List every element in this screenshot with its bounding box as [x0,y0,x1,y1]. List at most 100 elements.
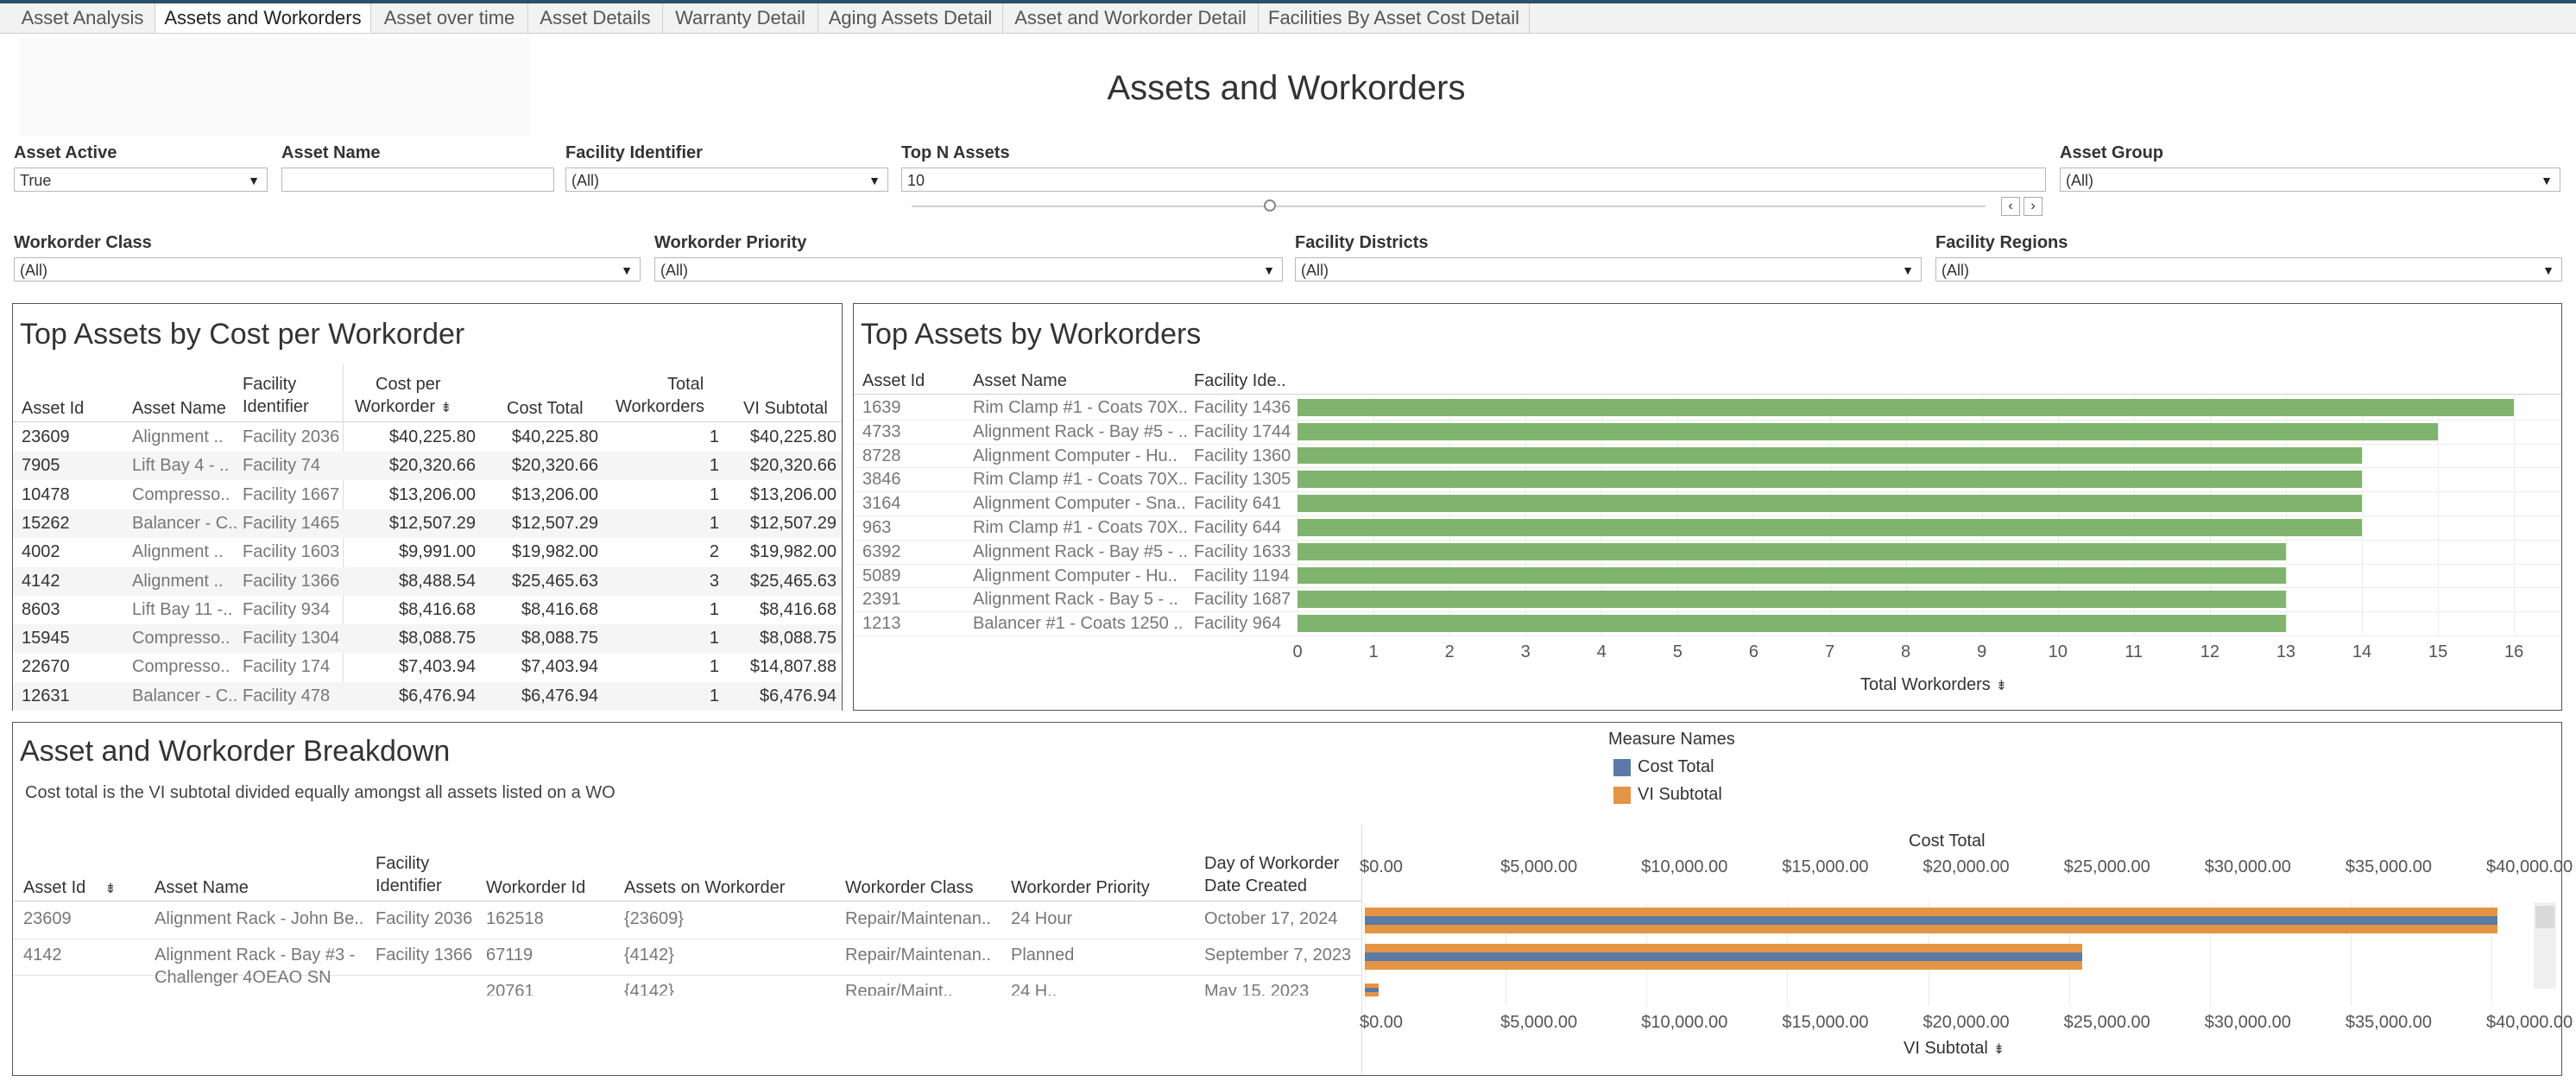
cell-cost-per-workorder[interactable]: $40,225.80 [388,427,476,446]
col-header-cost-total[interactable]: Cost Total [507,399,584,418]
cell-asset-id[interactable]: 2391 [862,590,901,610]
sort-icon[interactable]: ⇟ [1992,1042,2005,1057]
cell-facility[interactable]: Facility 641 [1194,494,1282,514]
col-header-cost-per-line1[interactable]: Cost per [376,375,441,394]
cell-asset-id[interactable]: 6392 [862,541,901,561]
cell-asset-name[interactable]: Alignment .. [132,542,224,562]
cell-facility[interactable]: Facility 478 [243,686,331,705]
cell-asset-id[interactable]: 12631 [22,686,70,705]
cell-cost-per-workorder[interactable]: $7,403.94 [399,657,476,677]
cell-asset-name[interactable]: Alignment Rack - Bay 5 - .. [973,590,1178,610]
cell-asset-name[interactable]: Alignment Computer - Hu.. [973,566,1178,585]
cell-facility[interactable]: Facility 1687 [1194,590,1291,610]
bar[interactable] [1297,542,2286,560]
bar[interactable] [1297,519,2362,536]
cell-asset-name-line2[interactable]: Challenger 4OEAO SN [155,968,331,987]
cell-asset-id[interactable]: 4142 [22,571,60,591]
cell-cost-total[interactable]: $25,465.63 [511,571,598,591]
col-header-workorder-class[interactable]: Workorder Class [845,878,974,897]
cell-facility[interactable]: Facility 2036 [376,909,473,928]
cell-facility[interactable]: Facility 1194 [1194,566,1290,585]
asset-active-dropdown[interactable]: True ▼ [14,168,268,192]
cell-vi-subtotal[interactable]: $6,476.94 [760,686,837,705]
bar-cost-total[interactable] [1365,952,2082,961]
bar-cost-total[interactable] [1365,916,2498,925]
cell-total-workorders[interactable]: 1 [709,484,719,504]
cell-facility[interactable]: Facility 1366 [376,946,473,965]
cell-workorder-id[interactable]: 67119 [486,946,534,965]
bar[interactable] [1297,446,2362,465]
cell-total-workorders[interactable]: 1 [709,657,719,677]
cell-asset-id[interactable]: 15945 [22,629,70,648]
cell-asset-name[interactable]: Balancer #1 - Coats 1250 .. [973,614,1184,634]
bar[interactable] [1297,591,2286,609]
cell-date-created[interactable]: September 7, 2023 [1204,946,1352,965]
top-n-slider-thumb[interactable] [1264,199,1276,212]
cell-assets-on-workorder[interactable]: {23609} [624,909,684,928]
cell-asset-name[interactable]: Lift Bay 11 -.. [132,599,233,619]
col-header-day-line1[interactable]: Day of Workorder [1204,854,1340,873]
cell-vi-subtotal[interactable]: $8,416.68 [760,599,837,619]
cell-facility[interactable]: Facility 1667 [243,484,340,504]
cell-asset-id[interactable]: 10478 [22,484,70,504]
cell-date-created[interactable]: October 17, 2024 [1204,909,1338,928]
scrollbar-track[interactable] [2534,902,2556,989]
cell-cost-total[interactable]: $6,476.94 [521,686,598,705]
workorder-class-dropdown[interactable]: (All) ▼ [14,257,641,281]
cell-cost-per-workorder[interactable]: $8,416.68 [399,599,476,619]
cell-cost-total[interactable]: $20,320.66 [511,456,598,476]
cell-asset-id[interactable]: 963 [862,518,892,537]
cell-facility[interactable]: Facility 964 [1194,614,1282,634]
cell-total-workorders[interactable]: 1 [709,599,719,619]
cell-facility[interactable]: Facility 1360 [1194,446,1291,465]
col-header-facility-line1[interactable]: Facility [243,375,297,394]
cell-date-created[interactable]: May 15, 2023 [1204,982,1310,996]
bar[interactable] [1297,471,2362,489]
cell-asset-name[interactable]: Alignment Rack - Bay #5 - .. [973,541,1188,561]
cell-facility[interactable]: Facility 1366 [243,571,340,591]
cell-asset-id[interactable]: 23609 [22,427,70,446]
cell-asset-name[interactable]: Compresso.. [132,657,230,677]
cell-cost-total[interactable]: $19,982.00 [511,542,598,562]
col-header-asset-id[interactable]: Asset Id ⇟ [23,876,117,901]
cell-asset-name[interactable]: Balancer - C.. [132,686,238,705]
facility-identifier-dropdown[interactable]: (All) ▼ [565,168,888,192]
cell-cost-total[interactable]: $8,416.68 [521,599,598,619]
col-header-asset-name[interactable]: Asset Name [132,399,226,418]
cell-workorder-class[interactable]: Repair/Maintenan.. [845,909,991,928]
cell-asset-id[interactable]: 4733 [862,421,901,441]
bar[interactable] [1297,566,2286,585]
cell-asset-name[interactable]: Compresso.. [132,484,230,504]
cell-cost-per-workorder[interactable]: $8,488.54 [399,571,476,591]
col-header-workorder-priority[interactable]: Workorder Priority [1011,878,1150,897]
tab-asset-workorder-detail[interactable]: Asset and Workorder Detail [1003,3,1259,33]
col-header-asset-id[interactable]: Asset Id [862,371,925,390]
cell-total-workorders[interactable]: 1 [709,686,719,705]
cell-asset-id[interactable]: 7905 [22,456,60,476]
cell-asset-name[interactable]: Rim Clamp #1 - Coats 70X.. [973,470,1188,490]
top-n-slider-track[interactable] [912,206,1986,207]
cell-workorder-id[interactable]: 162518 [486,909,544,928]
bar[interactable] [1297,615,2286,632]
cell-asset-name[interactable]: Alignment Computer - Hu.. [973,446,1178,465]
facility-regions-dropdown[interactable]: (All) ▼ [1935,257,2562,281]
col-header-asset-name[interactable]: Asset Name [155,878,249,897]
cell-asset-id[interactable]: 3846 [862,470,901,490]
facility-districts-dropdown[interactable]: (All) ▼ [1295,257,1922,281]
cell-asset-name[interactable]: Balancer - C.. [132,513,238,533]
cell-asset-name[interactable]: Alignment Rack - Bay #5 - .. [973,421,1188,441]
cell-facility[interactable]: Facility 934 [243,599,331,619]
cell-workorder-class[interactable]: Repair/Maint.. [845,982,953,996]
cell-workorder-priority[interactable]: 24 H.. [1011,982,1058,996]
col-header-asset-id[interactable]: Asset Id [22,399,85,418]
bar-cost-total[interactable] [1365,988,1380,992]
cell-assets-on-workorder[interactable]: {4142} [624,982,674,996]
cell-cost-total[interactable]: $7,403.94 [521,657,598,677]
cell-vi-subtotal[interactable]: $19,982.00 [749,542,837,562]
cell-asset-name[interactable]: Rim Clamp #1 - Coats 70X.. [973,518,1188,537]
cell-total-workorders[interactable]: 2 [709,542,719,562]
sort-icon[interactable]: ⇟ [440,401,452,415]
tab-asset-details[interactable]: Asset Details [528,3,663,33]
cell-vi-subtotal[interactable]: $20,320.66 [749,456,837,476]
increment-button[interactable]: › [2024,197,2042,216]
